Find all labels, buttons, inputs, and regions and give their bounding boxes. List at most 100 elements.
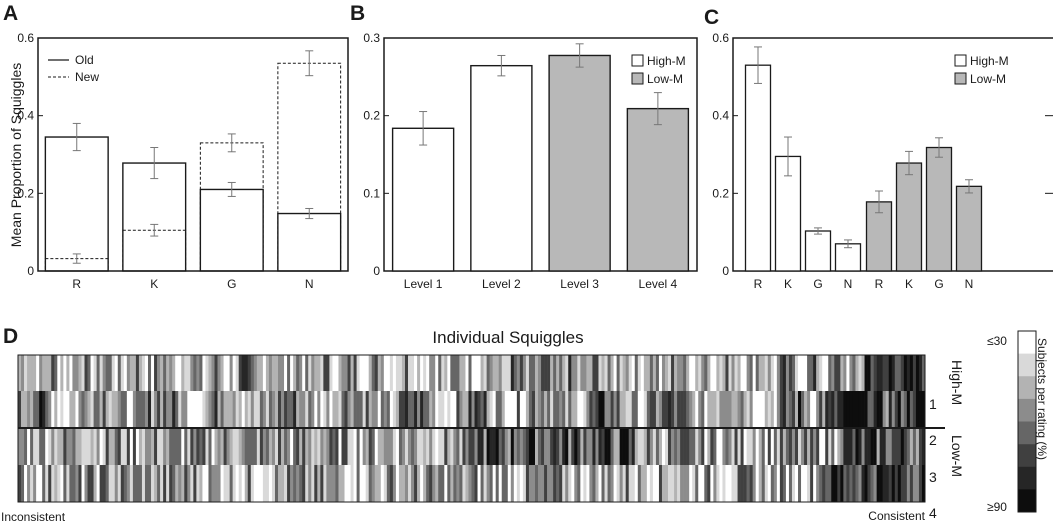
heatmap-cell xyxy=(782,391,787,428)
heatmap-cell xyxy=(383,428,388,465)
heatmap-cell xyxy=(468,391,472,428)
heatmap-cell xyxy=(190,391,194,428)
heatmap-cell xyxy=(144,391,149,428)
a-xtick-label: R xyxy=(72,277,81,291)
heatmap-cell xyxy=(704,391,708,428)
heatmap-cell xyxy=(302,465,306,502)
heatmap-cell xyxy=(392,355,397,391)
heatmap-cell xyxy=(281,355,285,391)
heatmap-cell xyxy=(915,465,920,502)
heatmap-cell xyxy=(559,355,563,391)
heatmap-cell xyxy=(21,465,25,502)
heatmap-cell xyxy=(782,355,787,391)
heatmap-cell xyxy=(157,465,161,502)
heatmap-cell xyxy=(782,428,787,465)
heatmap-cell xyxy=(175,465,179,502)
heatmap-cell xyxy=(698,355,702,391)
heatmap-cell xyxy=(855,355,859,391)
heatmap-cell xyxy=(386,355,391,391)
heatmap-cell xyxy=(347,391,351,428)
heatmap-cell xyxy=(864,465,868,502)
heatmap-cell xyxy=(610,428,614,465)
heatmap-cell xyxy=(99,465,103,502)
heatmap-cell xyxy=(598,355,602,391)
heatmap-cell xyxy=(338,391,342,428)
heatmap-cell xyxy=(271,355,276,391)
heatmap-cell xyxy=(353,355,357,391)
heatmap-cell xyxy=(256,428,261,465)
heatmap-cell xyxy=(610,465,614,502)
heatmap-cell xyxy=(843,428,847,465)
heatmap-cell xyxy=(141,428,146,465)
heatmap-cell xyxy=(205,391,209,428)
heatmap-cell xyxy=(411,355,415,391)
heatmap-cell xyxy=(51,465,55,502)
heatmap-cell xyxy=(39,465,43,502)
heatmap-cell xyxy=(96,391,100,428)
heatmap-cell xyxy=(181,465,185,502)
heatmap-cell xyxy=(649,355,654,391)
heatmap-cell xyxy=(78,465,82,502)
heatmap-cell xyxy=(873,465,877,502)
heatmap-cell xyxy=(731,391,735,428)
heatmap-cell xyxy=(148,428,152,465)
heatmap-cell xyxy=(816,355,820,391)
heatmap-cell xyxy=(441,391,445,428)
heatmap-cell xyxy=(48,355,52,391)
heatmap-cell xyxy=(743,428,747,465)
heatmap-cell xyxy=(525,391,530,428)
legend-c-lowm-label: Low-M xyxy=(970,72,1006,86)
heatmap-cell xyxy=(290,465,294,502)
heatmap-cell xyxy=(740,428,744,465)
heatmap-cell xyxy=(852,391,856,428)
heatmap-cell xyxy=(120,465,125,502)
c-xtick-label: K xyxy=(784,277,792,291)
heatmap-cell xyxy=(885,428,890,465)
heatmap-cell xyxy=(63,465,67,502)
heatmap-cell xyxy=(849,355,853,391)
heatmap-cell xyxy=(190,465,194,502)
heatmap-group-label-highm: High-M xyxy=(949,360,965,405)
heatmap-cell xyxy=(819,465,823,502)
heatmap-cell xyxy=(253,355,258,391)
heatmap-cell xyxy=(749,428,753,465)
heatmap-cell xyxy=(151,391,155,428)
heatmap-cell xyxy=(522,465,527,502)
heatmap-cell xyxy=(882,428,886,465)
heatmap-cell xyxy=(420,391,424,428)
heatmap-cell xyxy=(547,465,551,502)
heatmap-cell xyxy=(652,391,657,428)
heatmap-cell xyxy=(834,391,838,428)
heatmap-cell xyxy=(710,355,714,391)
heatmap-cell xyxy=(429,391,433,428)
b-xtick-label: Level 1 xyxy=(404,277,443,291)
heatmap-cell xyxy=(411,391,415,428)
heatmap-cell xyxy=(205,355,209,391)
heatmap-cell xyxy=(335,465,339,502)
heatmap-cell xyxy=(525,465,530,502)
heatmap-cell xyxy=(544,391,548,428)
heatmap-cell xyxy=(274,428,279,465)
bar-level-4 xyxy=(626,107,690,272)
heatmap-cell xyxy=(323,465,327,502)
heatmap-cell xyxy=(918,391,923,428)
heatmap-cell xyxy=(876,391,880,428)
heatmap-cell xyxy=(398,465,403,502)
heatmap-cell xyxy=(770,465,775,502)
bar-level-3 xyxy=(548,54,611,272)
heatmap-cell xyxy=(160,465,164,502)
heatmap-cell xyxy=(804,428,808,465)
heatmap-cell xyxy=(864,355,868,391)
heatmap-cell xyxy=(900,428,905,465)
heatmap-cell xyxy=(779,465,784,502)
heatmap-cell xyxy=(296,428,300,465)
heatmap-cell xyxy=(831,465,835,502)
heatmap-cell xyxy=(420,465,424,502)
heatmap-cell xyxy=(60,355,64,391)
heatmap-cell xyxy=(75,465,79,502)
heatmap-cell xyxy=(801,465,805,502)
heatmap-cell xyxy=(468,355,472,391)
heatmap-cell xyxy=(486,465,490,502)
heatmap-cell xyxy=(640,355,645,391)
heatmap-cell xyxy=(918,465,923,502)
